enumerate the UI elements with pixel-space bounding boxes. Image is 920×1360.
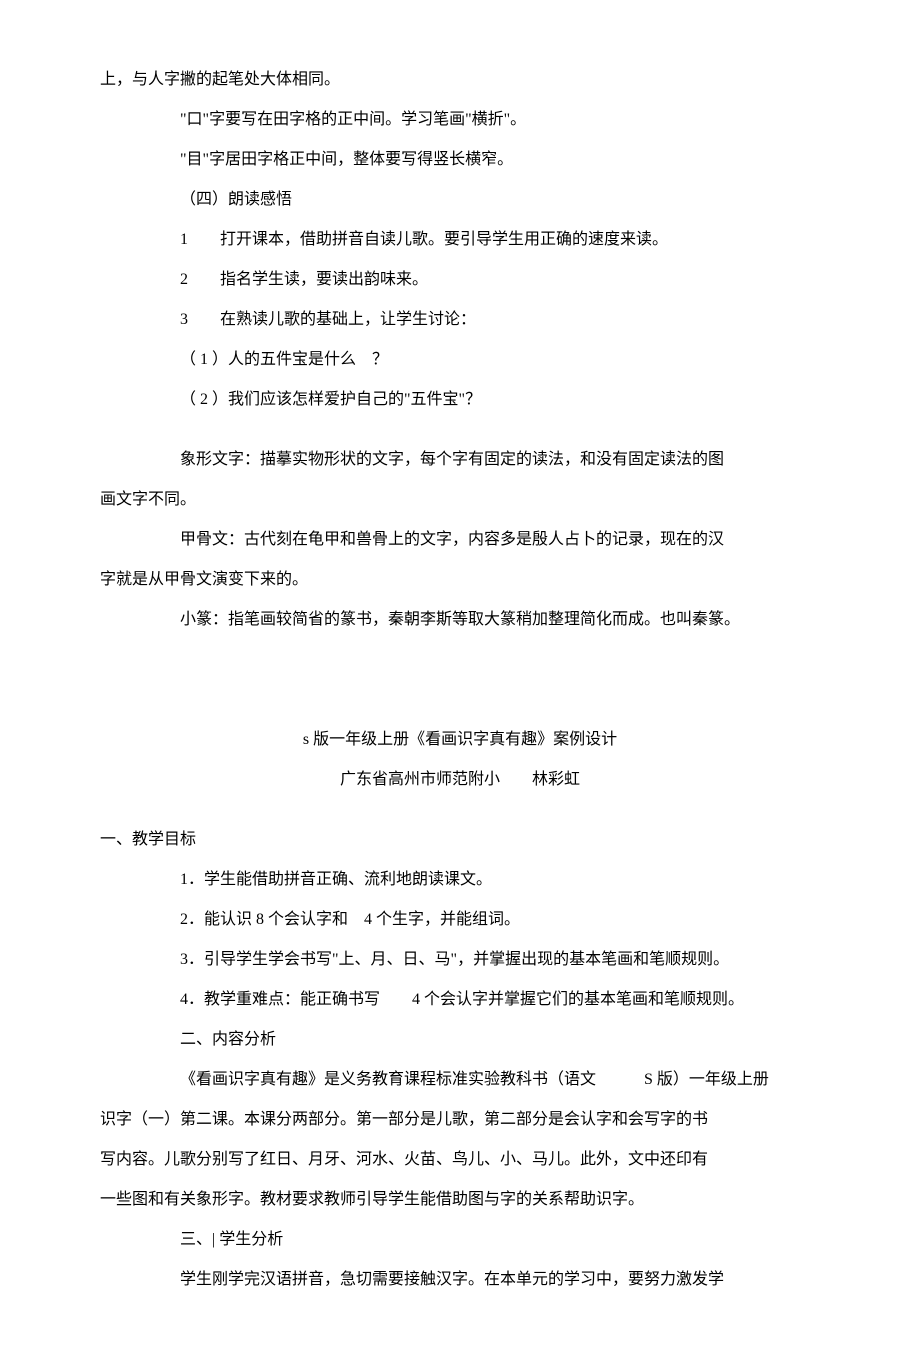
document-subtitle: 广东省高州市师范附小 林彩虹 <box>100 760 820 800</box>
text-line: "目"字居田字格正中间，整体要写得竖长横窄。 <box>100 140 820 180</box>
document-title: s 版一年级上册《看画识字真有趣》案例设计 <box>100 720 820 760</box>
spacer <box>100 420 820 440</box>
text-line: 画文字不同。 <box>100 480 820 520</box>
text-line: 识字（一）第二课。本课分两部分。第一部分是儿歌，第二部分是会认字和会写字的书 <box>100 1100 820 1140</box>
text-line: 4．教学重难点：能正确书写 4 个会认字并掌握它们的基本笔画和笔顺规则。 <box>100 980 820 1020</box>
spacer <box>100 640 820 680</box>
text-line: 2 指名学生读，要读出韵味来。 <box>100 260 820 300</box>
text-line: 上，与人字撇的起笔处大体相同。 <box>100 60 820 100</box>
text-line: 1 打开课本，借助拼音自读儿歌。要引导学生用正确的速度来读。 <box>100 220 820 260</box>
text-line: "口"字要写在田字格的正中间。学习笔画"横折"。 <box>100 100 820 140</box>
text-line: 《看画识字真有趣》是义务教育课程标准实验教科书（语文 S 版）一年级上册 <box>100 1060 820 1100</box>
text-line: （ 1 ）人的五件宝是什么 ？ <box>100 340 820 380</box>
text-line: 写内容。儿歌分别写了红日、月牙、河水、火苗、鸟儿、小、马儿。此外，文中还印有 <box>100 1140 820 1180</box>
text-line: 一些图和有关象形字。教材要求教师引导学生能借助图与字的关系帮助识字。 <box>100 1180 820 1220</box>
text-line: 3 在熟读儿歌的基础上，让学生讨论： <box>100 300 820 340</box>
section-heading: 三、| 学生分析 <box>100 1220 820 1260</box>
text-line: 2．能认识 8 个会认字和 4 个生字，并能组词。 <box>100 900 820 940</box>
section-heading: 二、内容分析 <box>100 1020 820 1060</box>
text-line: 学生刚学完汉语拼音，急切需要接触汉字。在本单元的学习中，要努力激发学 <box>100 1260 820 1300</box>
text-line: 字就是从甲骨文演变下来的。 <box>100 560 820 600</box>
text-line: （四）朗读感悟 <box>100 180 820 220</box>
text-line: 1．学生能借助拼音正确、流利地朗读课文。 <box>100 860 820 900</box>
text-line: （ 2 ）我们应该怎样爱护自己的"五件宝"？ <box>100 380 820 420</box>
text-line: 象形文字：描摹实物形状的文字，每个字有固定的读法，和没有固定读法的图 <box>100 440 820 480</box>
spacer <box>100 800 820 820</box>
section-heading: 一、教学目标 <box>100 820 820 860</box>
text-line: 3．引导学生学会书写"上、月、日、马"，并掌握出现的基本笔画和笔顺规则。 <box>100 940 820 980</box>
text-line: 小篆：指笔画较简省的篆书，秦朝李斯等取大篆稍加整理简化而成。也叫秦篆。 <box>100 600 820 640</box>
text-line: 甲骨文：古代刻在龟甲和兽骨上的文字，内容多是殷人占卜的记录，现在的汉 <box>100 520 820 560</box>
document-content: 上，与人字撇的起笔处大体相同。 "口"字要写在田字格的正中间。学习笔画"横折"。… <box>100 60 820 1300</box>
